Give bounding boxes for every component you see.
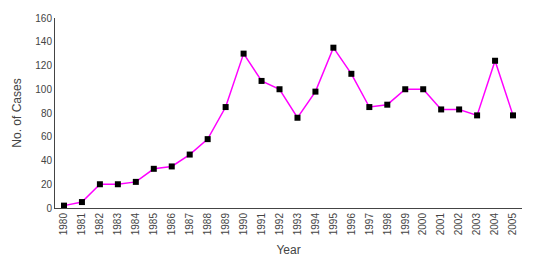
svg-text:1987: 1987 [184,213,195,236]
svg-text:20: 20 [41,179,53,190]
svg-text:1991: 1991 [256,213,267,236]
svg-text:100: 100 [35,84,52,95]
svg-text:40: 40 [41,155,53,166]
svg-text:2004: 2004 [489,213,500,236]
svg-text:1997: 1997 [364,213,375,236]
svg-text:160: 160 [35,13,52,24]
svg-text:2001: 2001 [435,213,446,236]
svg-text:1999: 1999 [400,213,411,236]
svg-text:1996: 1996 [346,213,357,236]
svg-text:1980: 1980 [58,213,69,236]
svg-text:1995: 1995 [328,213,339,236]
svg-text:140: 140 [35,36,52,47]
svg-text:1994: 1994 [310,213,321,236]
svg-text:80: 80 [41,108,53,119]
svg-text:0: 0 [46,203,52,214]
svg-text:1986: 1986 [166,213,177,236]
svg-text:60: 60 [41,131,53,142]
svg-text:2000: 2000 [417,213,428,236]
svg-text:1993: 1993 [292,213,303,236]
svg-text:1992: 1992 [274,213,285,236]
svg-text:2002: 2002 [453,213,464,236]
svg-text:1983: 1983 [112,213,123,236]
svg-text:Year: Year [276,243,300,257]
svg-text:2005: 2005 [507,213,518,236]
svg-text:1985: 1985 [148,213,159,236]
svg-text:1982: 1982 [94,213,105,236]
svg-text:2003: 2003 [471,213,482,236]
svg-text:1981: 1981 [76,213,87,236]
svg-text:120: 120 [35,60,52,71]
svg-text:1989: 1989 [220,213,231,236]
svg-text:1984: 1984 [130,213,141,236]
svg-text:1990: 1990 [238,213,249,236]
svg-text:1988: 1988 [202,213,213,236]
svg-text:1998: 1998 [382,213,393,236]
svg-text:No. of Cases: No. of Cases [10,78,24,147]
